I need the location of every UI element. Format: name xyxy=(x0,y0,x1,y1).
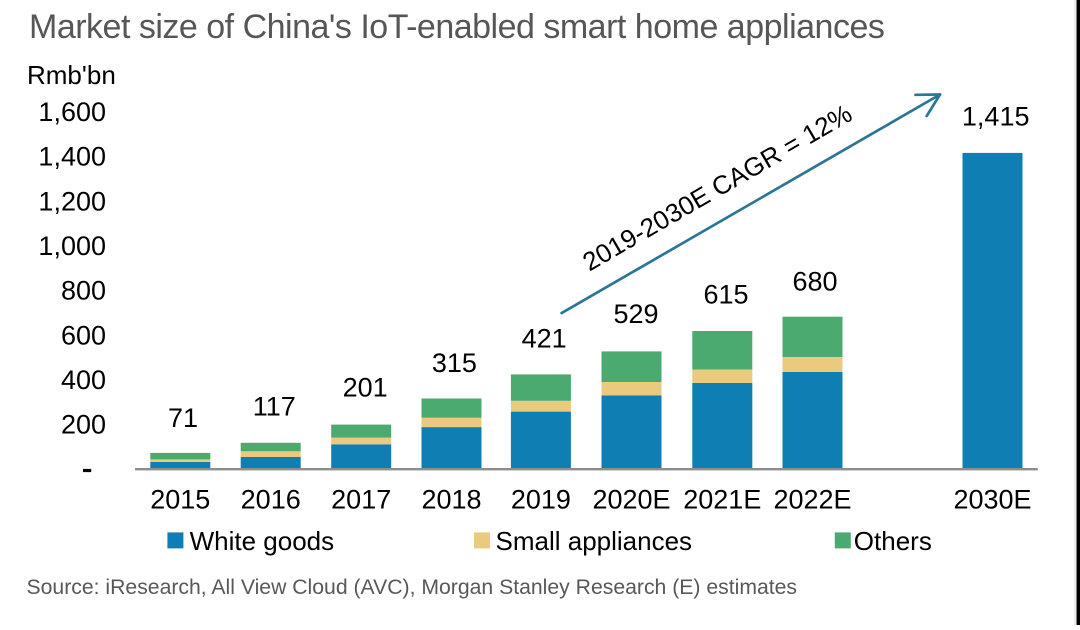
svg-text:1,000: 1,000 xyxy=(38,231,106,261)
svg-text:201: 201 xyxy=(343,373,388,403)
svg-text:Rmb'bn: Rmb'bn xyxy=(27,60,116,90)
svg-text:Small appliances: Small appliances xyxy=(496,526,693,556)
svg-text:2017: 2017 xyxy=(331,485,391,515)
svg-text:117: 117 xyxy=(253,392,296,422)
svg-text:2019: 2019 xyxy=(511,485,571,515)
svg-text:2022E: 2022E xyxy=(773,485,851,515)
svg-text:Others: Others xyxy=(854,526,932,556)
svg-text:2016: 2016 xyxy=(241,485,301,515)
svg-text:Source: iResearch, All View Cl: Source: iResearch, All View Cloud (AVC),… xyxy=(27,576,798,599)
svg-text:1,200: 1,200 xyxy=(38,186,106,216)
svg-text:White goods: White goods xyxy=(190,526,335,556)
svg-text:Market size of China's IoT-ena: Market size of China's IoT-enabled smart… xyxy=(29,8,884,46)
svg-text:615: 615 xyxy=(703,280,748,310)
svg-text:1,415: 1,415 xyxy=(962,101,1030,131)
svg-text:71: 71 xyxy=(168,403,198,433)
svg-text:529: 529 xyxy=(613,299,658,329)
svg-text:1,400: 1,400 xyxy=(38,142,106,172)
svg-text:2020E: 2020E xyxy=(592,485,670,515)
svg-text:315: 315 xyxy=(432,348,477,378)
svg-text:680: 680 xyxy=(792,266,837,296)
svg-text:800: 800 xyxy=(61,276,106,306)
svg-text:2021E: 2021E xyxy=(683,485,761,515)
svg-text:2015: 2015 xyxy=(150,485,210,515)
svg-text:421: 421 xyxy=(522,324,567,354)
svg-text:400: 400 xyxy=(61,365,106,395)
svg-text:2018: 2018 xyxy=(421,485,481,515)
svg-text:200: 200 xyxy=(61,410,106,440)
svg-text:600: 600 xyxy=(61,320,106,350)
svg-text:2030E: 2030E xyxy=(953,485,1031,515)
svg-text:1,600: 1,600 xyxy=(38,97,106,127)
